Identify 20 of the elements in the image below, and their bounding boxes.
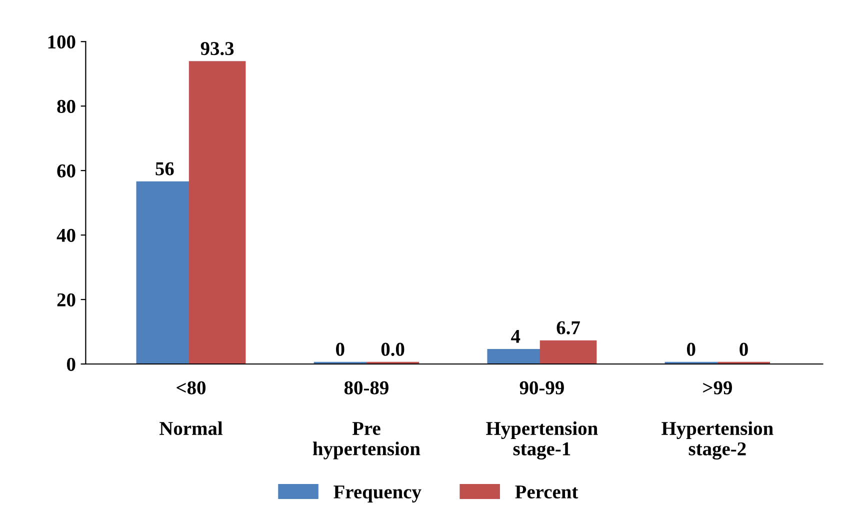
category-label: <80 Normal (160, 381, 223, 436)
data-label: 0 (336, 342, 344, 356)
y-tick-label: 60 (57, 164, 76, 178)
category-label: 80-89 Pre hypertension (312, 381, 420, 460)
category-label: 90-99 Hypertension stage-1 (486, 381, 598, 460)
data-label: 0 (740, 342, 748, 356)
data-label: 93.3 (200, 42, 234, 56)
y-tick-label: 100 (48, 35, 76, 49)
data-label: 6.7 (556, 321, 580, 334)
data-label: 56 (156, 162, 174, 176)
category-label: >99 Hypertension stage-2 (662, 381, 774, 460)
y-tick-label: 20 (57, 293, 76, 306)
y-tick-label: 0 (66, 358, 76, 371)
legend-label: Frequency (334, 486, 422, 502)
data-label: 0 (686, 342, 696, 356)
y-tick-label: 80 (57, 100, 76, 114)
y-tick-label: 40 (56, 228, 76, 242)
data-label: 4 (511, 330, 520, 343)
data-label: 0.0 (381, 342, 404, 356)
legend-label: Percent (515, 486, 578, 498)
